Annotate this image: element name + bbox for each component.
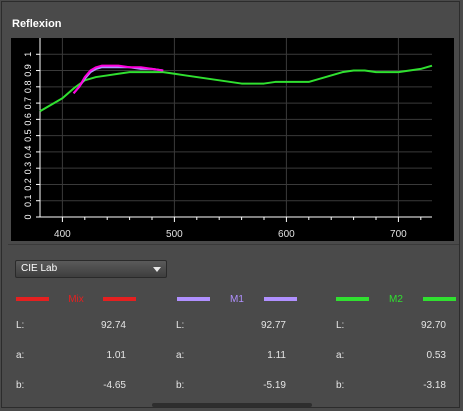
value-l: 92.70 <box>420 320 446 331</box>
chevron-down-icon <box>153 267 161 272</box>
x-tick-label: 600 <box>278 229 295 240</box>
value-row-b: b: -4.65 <box>16 380 126 392</box>
value-l: 92.74 <box>100 320 126 331</box>
value-a: 1.01 <box>106 350 126 361</box>
value-row-a: a: 0.53 <box>336 350 446 362</box>
legend-swatch-mix-left <box>16 297 49 301</box>
colorspace-dropdown-value: CIE Lab <box>21 263 58 274</box>
chart-background <box>11 38 454 241</box>
value-a: 1.11 <box>267 350 286 361</box>
value-row-b: b: -5.19 <box>176 380 286 392</box>
series-line-mix <box>72 64 164 94</box>
label-l: L: <box>336 320 345 331</box>
legend-mix: Mix <box>16 294 136 306</box>
legend-label-mix: Mix <box>68 294 84 305</box>
legend-label-m2: M2 <box>389 294 403 305</box>
legend-label-m1: M1 <box>230 294 244 305</box>
y-tick-label: 0.4 <box>23 146 33 159</box>
y-tick-label: 0.5 <box>23 129 33 142</box>
x-tick-label: 400 <box>54 229 71 240</box>
label-a: a: <box>16 350 25 361</box>
value-row-a: a: 1.01 <box>16 350 126 362</box>
y-tick-label: 0.1 <box>23 194 33 207</box>
legend-m2: M2 <box>336 294 456 306</box>
legend-swatch-m1-right <box>264 297 297 301</box>
label-a: a: <box>176 350 185 361</box>
legend-m1: M1 <box>177 294 297 306</box>
reflectance-chart-svg: 0 0.1 0.2 0.3 0.4 0.5 0.6 0.7 0.8 0.9 1 400 500 600 70… <box>11 38 454 241</box>
y-tick-label: 0.2 <box>23 178 33 191</box>
value-b: -4.65 <box>103 380 126 391</box>
label-b: b: <box>336 380 345 391</box>
y-tick-label: 0 <box>23 214 33 219</box>
label-a: a: <box>336 350 345 361</box>
y-tick-label: 1 <box>23 52 33 57</box>
value-b: -3.18 <box>423 380 446 391</box>
y-tick-label: 0.7 <box>23 97 33 110</box>
value-row-a: a: 1.11 <box>176 350 286 362</box>
panel-title: Reflexion <box>12 18 62 30</box>
reflectance-chart: 0 0.1 0.2 0.3 0.4 0.5 0.6 0.7 0.8 0.9 1 400 500 600 70… <box>11 38 454 241</box>
y-tick-label: 0.8 <box>23 81 33 94</box>
label-b: b: <box>16 380 25 391</box>
legend-swatch-m1-left <box>177 297 210 301</box>
series-line-m2 <box>39 64 433 113</box>
label-l: L: <box>176 320 185 331</box>
value-row-b: b: -3.18 <box>336 380 446 392</box>
value-row-l: L: 92.74 <box>16 320 126 332</box>
legend-swatch-mix-right <box>103 297 136 301</box>
value-row-l: L: 92.77 <box>176 320 286 332</box>
label-b: b: <box>176 380 185 391</box>
y-tick-label: 0.6 <box>23 113 33 126</box>
x-tick-label: 700 <box>390 229 407 240</box>
value-l: 92.77 <box>260 320 286 331</box>
value-row-l: L: 92.70 <box>336 320 446 332</box>
y-tick-label: 0.9 <box>23 64 33 77</box>
value-b: -5.19 <box>263 380 286 391</box>
legend-swatch-m2-left <box>336 297 369 301</box>
divider <box>8 244 459 245</box>
label-l: L: <box>16 320 25 331</box>
horizontal-scrollbar[interactable] <box>152 403 312 407</box>
value-a: 0.53 <box>426 350 446 361</box>
legend-swatch-m2-right <box>423 297 456 301</box>
y-tick-label: 0.3 <box>23 162 33 175</box>
x-tick-label: 500 <box>166 229 183 240</box>
colorspace-dropdown[interactable]: CIE Lab <box>15 260 167 278</box>
